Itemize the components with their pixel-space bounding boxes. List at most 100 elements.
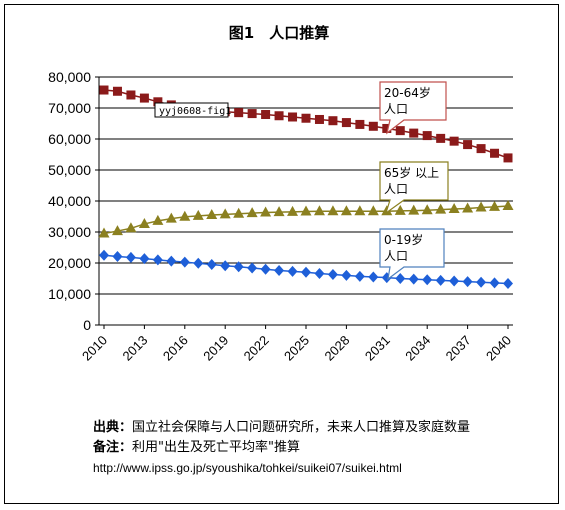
chart-frame: 图1 人口推算 0 10,000 20,000 30,000 40,000 50,000 60…: [4, 4, 559, 504]
series-point: [206, 208, 218, 219]
series-point: [490, 148, 500, 158]
x-tick-label: 2037: [443, 333, 474, 364]
series-point: [340, 205, 352, 216]
series-point: [274, 111, 284, 121]
x-tick-label: 2016: [160, 333, 191, 364]
series-point: [394, 204, 406, 215]
series-point: [234, 108, 244, 118]
series-point: [98, 227, 110, 238]
remark-line: 备注：利用"出生及死亡平均率"推算: [93, 438, 470, 458]
callout-elderly-box: [379, 161, 449, 215]
series-point: [99, 85, 109, 95]
series-point: [152, 214, 164, 225]
series-point: [274, 264, 285, 276]
series-point: [463, 140, 473, 150]
series-point: [300, 205, 312, 216]
series-point: [192, 209, 204, 220]
series-point: [327, 205, 339, 216]
y-tick-label: 60,000: [48, 131, 91, 147]
y-tick-label: 10,000: [48, 286, 91, 302]
callout-young-label-2: 人口: [384, 249, 408, 263]
series-point: [395, 273, 406, 284]
series-point: [138, 217, 150, 228]
series-point: [314, 114, 324, 124]
series-point: [193, 257, 204, 269]
x-tick-label: 2031: [362, 333, 393, 364]
series-point: [260, 206, 272, 217]
y-tick-label: 80,000: [48, 69, 91, 85]
series-point: [99, 249, 109, 261]
series-point: [153, 97, 163, 107]
y-tick-label: 50,000: [48, 162, 91, 178]
series-point: [125, 222, 137, 233]
series-point: [327, 268, 338, 280]
source-url[interactable]: http://www.ipss.go.jp/syoushika/tohkei/s…: [93, 461, 402, 475]
chart-svg: 图1 人口推算 0 10,000 20,000 30,000 40,000 50,000 60…: [48, 24, 514, 364]
series-point: [354, 205, 366, 216]
y-tick-label: 30,000: [48, 224, 91, 240]
series-point: [435, 274, 446, 286]
y-tick-label: 20,000: [48, 255, 91, 271]
series-point: [355, 119, 365, 129]
remark-text: 利用"出生及死亡平均率"推算: [132, 440, 300, 455]
source-text: 国立社会保障与人口问题研究所，未来人口推算及家庭数量: [132, 420, 471, 435]
series-point: [219, 208, 231, 219]
series-point: [382, 123, 392, 133]
series-point: [421, 204, 433, 215]
series-point: [503, 277, 513, 289]
callout-working-box: [379, 81, 447, 135]
series-point: [287, 265, 298, 277]
source-line: 出典：国立社会保障与人口问题研究所，未来人口推算及家庭数量: [93, 418, 470, 438]
series-point: [395, 126, 405, 136]
callout-elderly-label-1: 65岁 以上: [384, 165, 439, 180]
series-point: [287, 205, 299, 216]
series-point: [247, 109, 257, 119]
series-point: [179, 256, 190, 268]
series-point: [502, 199, 514, 210]
tag-label: yyj0608-fig1: [159, 106, 231, 117]
series-point: [489, 277, 500, 289]
series-point: [126, 90, 136, 100]
series-point: [368, 121, 378, 131]
series-point: [313, 205, 325, 216]
series-point: [220, 260, 231, 272]
series-point: [247, 262, 258, 274]
series-point: [288, 112, 298, 122]
series-point: [166, 255, 177, 267]
series-point: [503, 153, 513, 163]
series-point: [408, 273, 419, 285]
callout-elderly-label-2: 人口: [384, 182, 408, 196]
series-point: [341, 118, 351, 128]
y-tick-label: 70,000: [48, 100, 91, 116]
series-point: [111, 225, 123, 236]
series-point: [328, 116, 338, 126]
source-label: 出典：: [93, 420, 133, 435]
notes: 出典：国立社会保障与人口问题研究所，未来人口推算及家庭数量 备注：利用"出生及死…: [93, 418, 470, 478]
tag-box: [154, 102, 229, 118]
series-point: [165, 212, 177, 223]
series-point: [448, 203, 460, 214]
series-point: [435, 203, 447, 214]
series-point: [246, 207, 258, 218]
series-point: [462, 276, 473, 288]
series-point: [462, 202, 474, 213]
series-point: [476, 144, 486, 154]
callout-young-box: [379, 228, 445, 281]
x-tick-label: 2040: [483, 333, 514, 364]
series-point: [367, 205, 379, 216]
remark-label: 备注：: [93, 440, 133, 455]
callout-young-label-1: 0-19岁: [384, 232, 423, 247]
x-tick-label: 2028: [321, 333, 352, 364]
series-point: [449, 136, 459, 146]
series-point: [476, 276, 487, 288]
series-point: [152, 254, 163, 266]
x-tick-label: 2010: [79, 333, 110, 364]
series-point: [409, 128, 419, 138]
chart-title: 图1 人口推算: [229, 24, 329, 42]
series-point: [260, 263, 271, 275]
series-point: [408, 204, 420, 215]
y-tick-label: 0: [83, 317, 91, 333]
callout-working-label-2: 人口: [384, 102, 408, 116]
x-tick-label: 2025: [281, 333, 312, 364]
series-point: [341, 269, 352, 281]
